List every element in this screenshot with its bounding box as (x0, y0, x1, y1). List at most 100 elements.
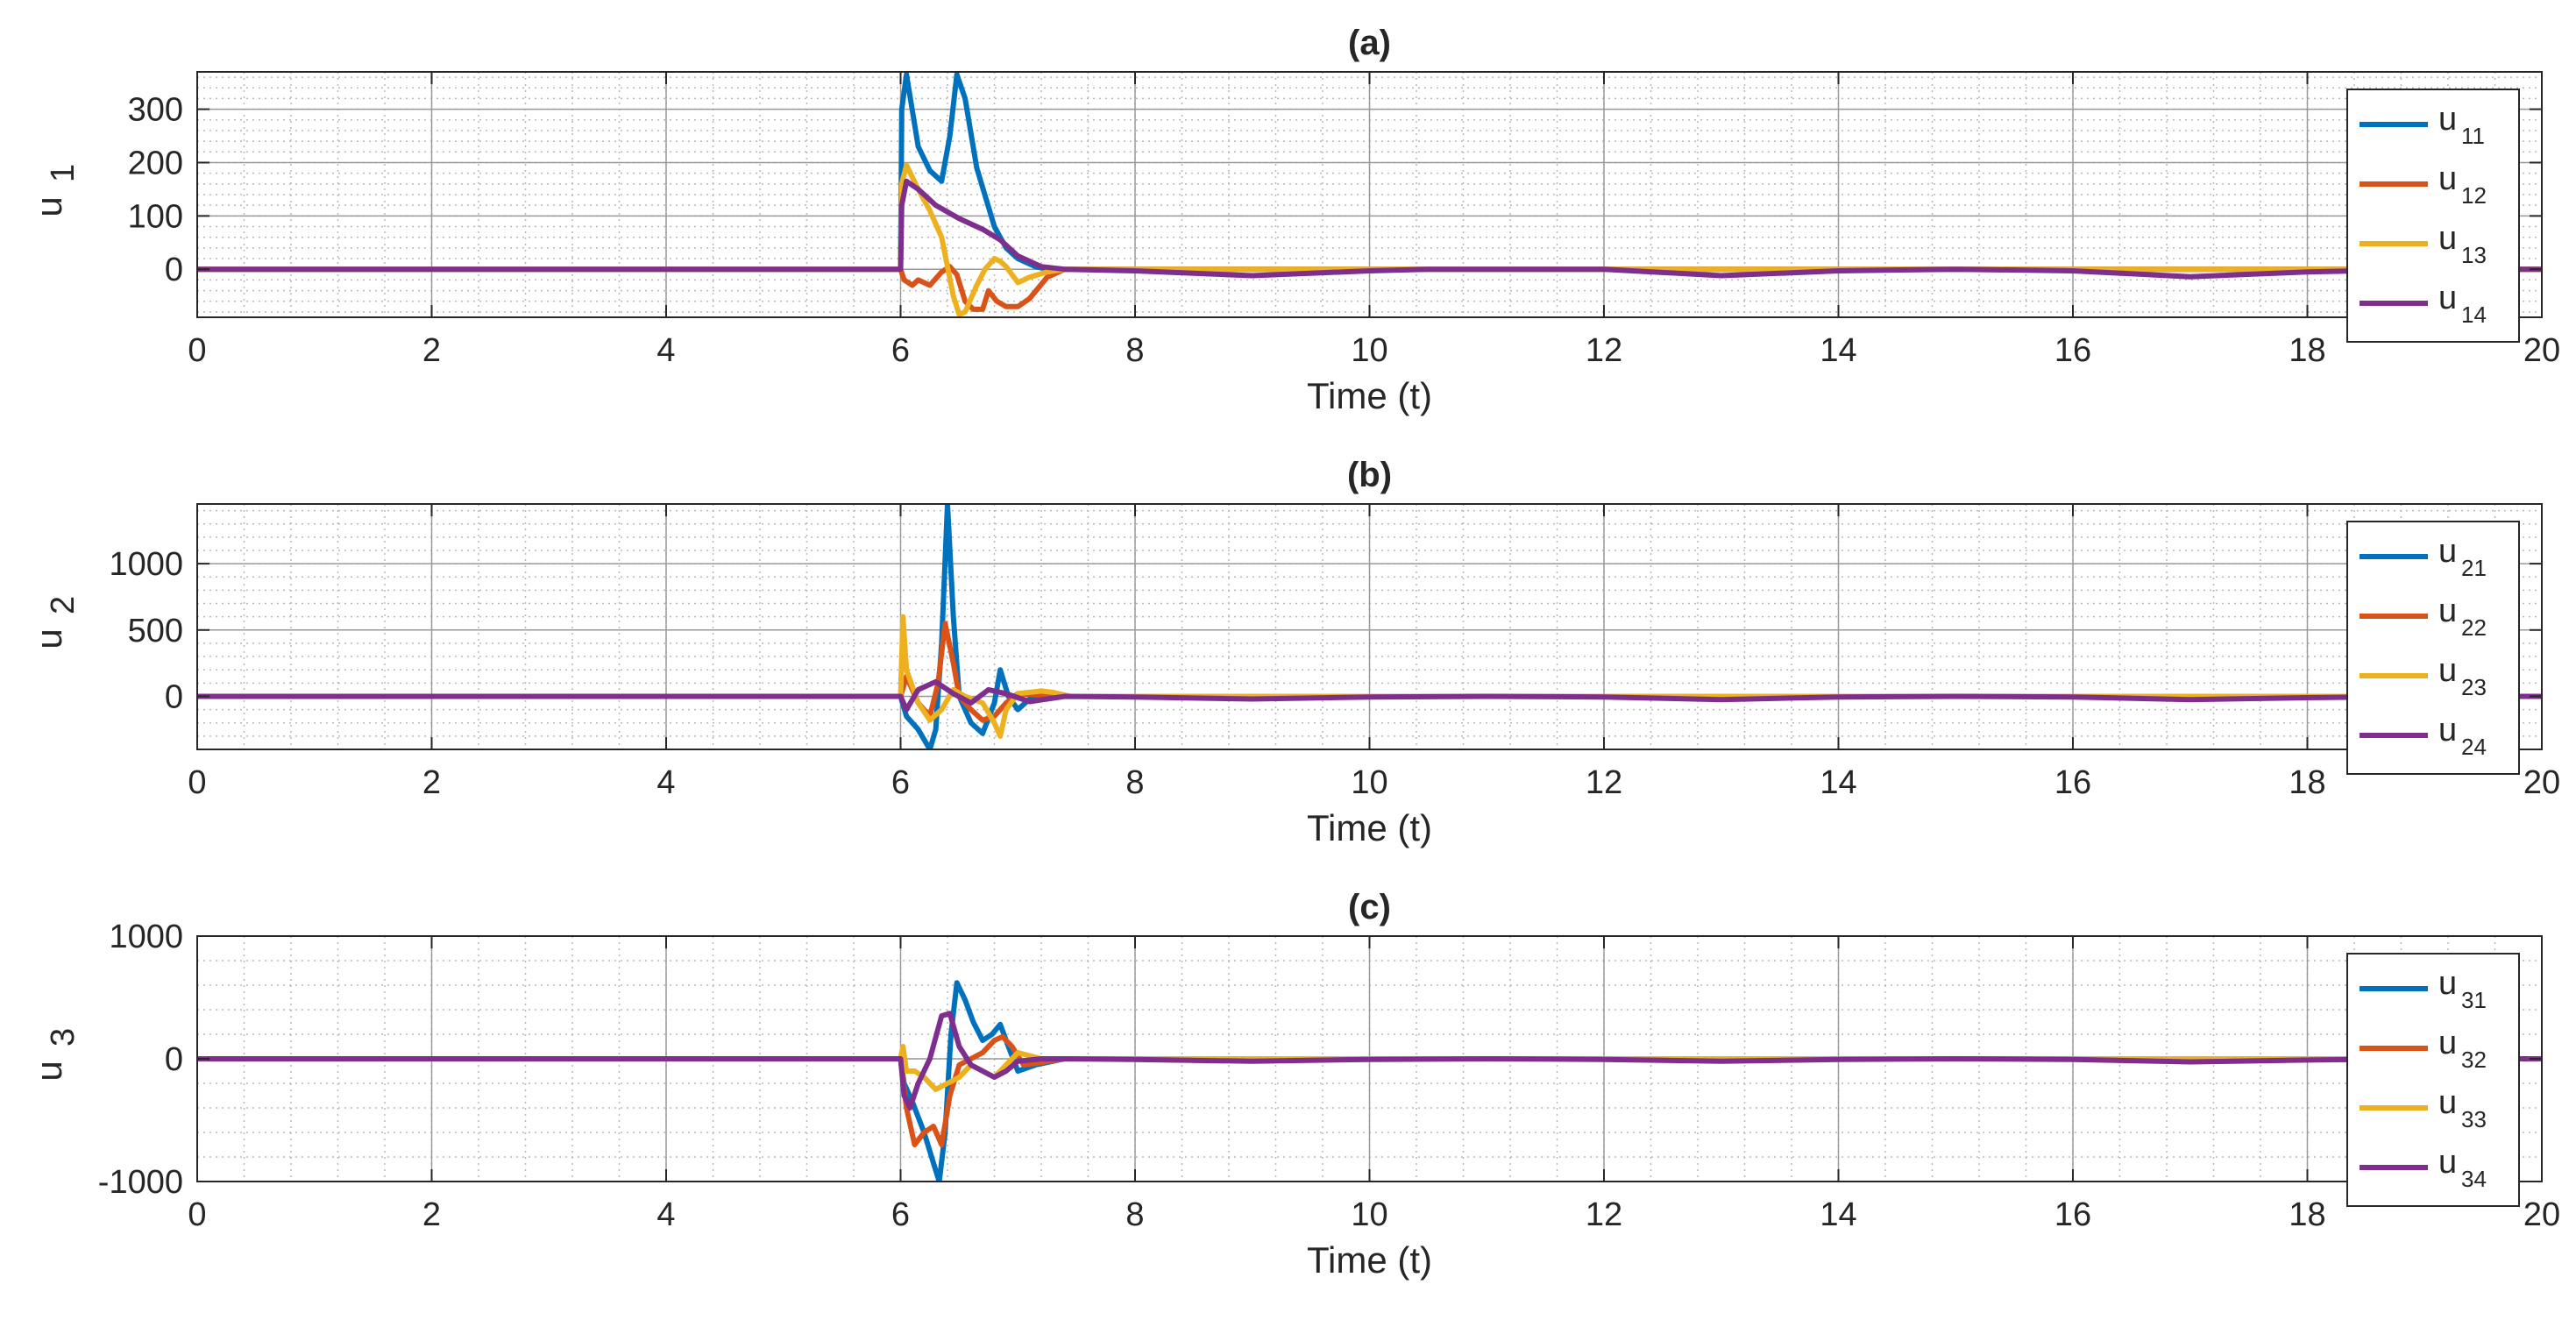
legend-label-u14: u (2438, 280, 2457, 316)
x-tick-label: 20 (2523, 332, 2560, 369)
x-tick-label: 10 (1351, 1196, 1387, 1233)
series-group (197, 72, 2542, 317)
panel-title: (b) (1347, 456, 1392, 494)
series-line-u31 (197, 980, 2542, 1182)
y-axis-label-base: u (28, 628, 69, 649)
legend-box (2346, 953, 2520, 1207)
x-tick-label: 8 (1125, 332, 1144, 369)
legend-label-u13: u (2438, 220, 2457, 257)
legend-label-u21: u (2438, 533, 2457, 570)
x-tick-label: 18 (2289, 764, 2325, 801)
legend-label-u31: u (2438, 965, 2457, 1002)
legend: u 31u 32u 33u 34 (2346, 953, 2520, 1207)
y-axis-label-base: u (28, 196, 69, 216)
x-tick-label: 16 (2054, 332, 2091, 369)
x-axis-label: Time (t) (1307, 375, 1432, 416)
tick-marks (196, 72, 2543, 317)
legend-sub-u22: 22 (2461, 614, 2487, 641)
legend-label-u32: u (2438, 1025, 2457, 1061)
x-tick-label: 2 (422, 764, 441, 801)
series-line-u24 (197, 678, 2542, 713)
y-axis-label-base: u (28, 1061, 69, 1081)
legend-box (2346, 89, 2520, 343)
y-axis-label: u2 (28, 596, 82, 649)
x-axis-label: Time (t) (1307, 807, 1432, 848)
x-tick-label: 6 (891, 764, 910, 801)
legend-sub-u21: 21 (2461, 555, 2487, 581)
x-tick-label: 8 (1125, 1196, 1144, 1233)
y-axis-label-sub: 3 (45, 1028, 82, 1047)
x-tick-label: 10 (1351, 332, 1387, 369)
series-line-u13 (197, 162, 2542, 317)
x-tick-label: 12 (1586, 764, 1622, 801)
legend-sub-u24: 24 (2461, 734, 2487, 760)
y-axis-label-sub: 2 (45, 596, 82, 614)
series-line-u32 (197, 1033, 2542, 1147)
x-tick-label: 14 (1820, 764, 1856, 801)
x-tick-label: 2 (422, 1196, 441, 1233)
x-tick-label: 12 (1586, 1196, 1622, 1233)
panel-title: (a) (1348, 24, 1391, 62)
legend-sub-u14: 14 (2461, 302, 2487, 328)
legend-sub-u34: 34 (2461, 1166, 2487, 1192)
tick-marks (196, 504, 2543, 749)
x-tick-label: 12 (1586, 332, 1622, 369)
x-tick-label: 18 (2289, 1196, 2325, 1233)
series-line-u14 (197, 178, 2542, 280)
legend-label-u34: u (2438, 1144, 2457, 1181)
x-axis-label: Time (t) (1307, 1239, 1432, 1281)
legend-sub-u33: 33 (2461, 1106, 2487, 1132)
legend-sub-u32: 32 (2461, 1047, 2487, 1073)
legend-label-u11: u (2438, 101, 2457, 138)
x-tick-label: 0 (188, 1196, 206, 1233)
legend-sub-u23: 23 (2461, 674, 2487, 700)
legend-sub-u13: 13 (2461, 242, 2487, 268)
legend-label-u33: u (2438, 1084, 2457, 1121)
legend: u 21u 22u 23u 24 (2346, 521, 2520, 775)
y-tick-label: 1000 (109, 546, 183, 583)
x-tick-label: 20 (2523, 764, 2560, 801)
x-tick-label: 16 (2054, 764, 2091, 801)
x-tick-label: 4 (656, 332, 675, 369)
x-tick-label: 14 (1820, 1196, 1856, 1233)
y-tick-label: 100 (128, 198, 183, 235)
legend-label-u22: u (2438, 593, 2457, 629)
x-tick-label: 4 (656, 1196, 675, 1233)
tick-marks (196, 935, 2543, 1182)
x-tick-label: 10 (1351, 764, 1387, 801)
legend-sub-u12: 12 (2461, 182, 2487, 209)
x-tick-label: 8 (1125, 764, 1144, 801)
y-axis-label: u3 (28, 1028, 82, 1082)
x-tick-label: 16 (2054, 1196, 2091, 1233)
y-tick-label: 1000 (109, 919, 183, 955)
legend-sub-u11: 11 (2461, 123, 2485, 149)
series-line-u23 (197, 614, 2542, 739)
legend-label-u23: u (2438, 652, 2457, 689)
y-tick-label: 500 (128, 613, 183, 649)
panel-title: (c) (1348, 888, 1391, 926)
series-line-u33 (197, 1044, 2542, 1092)
legend-box (2346, 521, 2520, 775)
series-line-u34 (197, 1011, 2542, 1111)
y-tick-label: 0 (165, 678, 183, 715)
x-tick-label: 2 (422, 332, 441, 369)
x-tick-label: 0 (188, 764, 206, 801)
y-tick-label: 0 (165, 252, 183, 288)
series-group (197, 504, 2542, 749)
x-tick-label: 14 (1820, 332, 1856, 369)
x-tick-label: 20 (2523, 1196, 2560, 1233)
y-axis-label: u1 (28, 164, 82, 217)
y-tick-label: 300 (128, 92, 183, 129)
y-axis-label-sub: 1 (45, 164, 82, 182)
y-tick-label: 200 (128, 145, 183, 181)
x-tick-label: 6 (891, 332, 910, 369)
legend-label-u24: u (2438, 712, 2457, 749)
x-tick-label: 0 (188, 332, 206, 369)
y-tick-label: 0 (165, 1041, 183, 1078)
x-tick-label: 6 (891, 1196, 910, 1233)
x-tick-label: 18 (2289, 332, 2325, 369)
